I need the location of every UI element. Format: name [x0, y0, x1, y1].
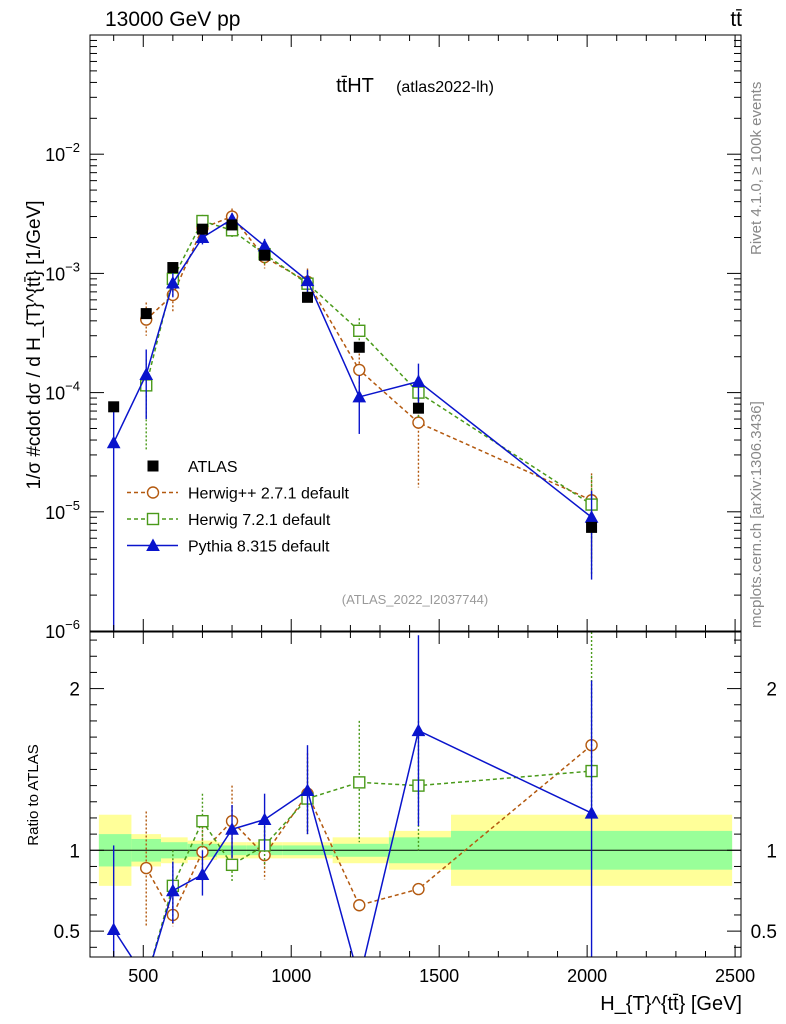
- herwig-2-7-1-default-ratio-point: [353, 899, 366, 912]
- pythia-8-315-default-ratio-point: [195, 867, 210, 881]
- y-tick-label-base: 10: [45, 145, 65, 165]
- x-tick-label: 2500: [715, 966, 755, 986]
- y-tick-label-exponent: −4: [65, 379, 80, 394]
- y-tick-label-base: 10: [45, 503, 65, 523]
- herwig-7-2-1-default-ratio-point: [196, 814, 209, 828]
- legend-label-herwig-2-7-1-default: Herwig++ 2.7.1 default: [188, 486, 350, 503]
- legend-marker-pythia-8-315-default: [146, 538, 160, 551]
- x-tick-label: 500: [128, 966, 158, 986]
- pythia-8-315-default-main-point: [352, 389, 367, 403]
- y-tick-label: 10−2: [45, 140, 80, 165]
- ratio-y-axis-label: Ratio to ATLAS: [25, 744, 42, 845]
- ratio-y-tick-label: 2: [69, 680, 80, 701]
- herwig-2-7-1-default-ratio-point: [140, 861, 153, 875]
- atlas-data-point: [226, 219, 238, 231]
- x-axis-label: H_{T}^{tt̄} [GeV]: [600, 993, 742, 1015]
- atlas-data-point: [301, 291, 313, 303]
- pythia-8-315-default-ratio-point: [300, 783, 315, 796]
- herwig-7-2-1-default-ratio-point: [353, 776, 366, 789]
- pythia-8-315-default-main-point: [195, 230, 210, 244]
- legend-label-atlas: ATLAS: [188, 459, 238, 476]
- herwig-2-7-1-default-main-point: [353, 363, 366, 377]
- y-tick-label-exponent: −5: [65, 498, 80, 513]
- ratio-y-tick-label-right: 0.5: [751, 922, 777, 943]
- energy-label: 13000 GeV pp: [105, 8, 240, 31]
- pythia-8-315-default-ratio-point: [584, 806, 599, 819]
- pythia-8-315-default-ratio-point: [166, 883, 180, 897]
- herwig-2-7-1-default-main-point: [412, 416, 425, 429]
- pythia-8-315-default-ratio-point: [106, 922, 121, 936]
- herwig-2-7-1-default-ratio-point: [412, 882, 425, 896]
- x-tick-label: 1500: [419, 966, 459, 986]
- y-tick-label: 10−4: [45, 379, 80, 404]
- herwig-7-2-1-default-ratio-point: [225, 858, 239, 872]
- atlas-data-point: [353, 341, 365, 353]
- atlas-data-point: [586, 521, 598, 533]
- y-axis-label: 1/σ #cdot dσ / d H_{T}^{tt̄} [1/GeV]: [24, 200, 45, 489]
- main-plot-frame: [89, 34, 742, 632]
- legend-marker-herwig-2-7-1-default: [146, 486, 160, 499]
- pythia-8-315-default-ratio-point: [257, 812, 272, 826]
- ratio-panel-marks: [106, 632, 599, 957]
- pythia-8-315-default-main-point: [139, 367, 154, 380]
- ratio-y-tick-label: 1: [69, 841, 80, 862]
- y-tick-label: 10−6: [45, 617, 80, 642]
- chart-title: tt̄HT: [336, 75, 374, 97]
- ratio-y-tick-label-right: 2: [766, 680, 777, 701]
- axes-layer: 500 1000 1500 2000 250010−610−510−410−310−20…: [45, 35, 777, 986]
- y-tick-label-exponent: −6: [65, 617, 80, 632]
- y-tick-label-exponent: −2: [65, 140, 80, 155]
- y-tick-label: 10−5: [45, 498, 80, 523]
- pythia-8-315-default-main-point: [411, 374, 426, 387]
- y-tick-label-base: 10: [45, 384, 65, 404]
- atlas-data-point: [196, 223, 208, 235]
- chart-subtitle: (atlas2022-lh): [396, 79, 494, 96]
- pythia-8-315-default-main-point: [300, 273, 315, 287]
- legend-marker-herwig-7-2-1-default: [146, 512, 160, 526]
- pythia-8-315-default-main-point: [166, 276, 180, 289]
- atlas-data-point: [259, 249, 271, 261]
- x-tick-label: 2000: [567, 966, 607, 986]
- main-panel-marks: [106, 208, 599, 631]
- ratio-y-tick-label: 0.5: [54, 922, 80, 943]
- rivet-version-label: Rivet 4.1.0, ≥ 100k events: [748, 82, 765, 255]
- herwig-7-2-1-default-main-point: [353, 324, 366, 337]
- pythia-8-315-default-main-point: [106, 435, 121, 449]
- pythia-8-315-default-ratio-point: [225, 822, 239, 835]
- atlas-data-point: [167, 262, 179, 274]
- atlas-data-point: [140, 308, 152, 320]
- atlas-data-point: [412, 402, 424, 414]
- pythia-8-315-default-ratio-point: [411, 723, 426, 737]
- pythia-8-315-default-ratio-line: [113, 729, 592, 957]
- atlas-data-point: [108, 401, 120, 413]
- y-tick-label-base: 10: [45, 622, 65, 642]
- legend: ATLAS Herwig++ 2.7.1 default Herwig 7.2.1 …: [127, 459, 350, 556]
- ratio-y-tick-label-right: 1: [766, 841, 777, 862]
- legend-label-pythia-8-315-default: Pythia 8.315 default: [188, 539, 330, 556]
- ratio-plot-frame: [89, 631, 742, 958]
- analysis-watermark: (ATLAS_2022_I2037744): [342, 592, 488, 607]
- y-tick-label-base: 10: [45, 264, 65, 284]
- y-tick-label-exponent: −3: [65, 259, 80, 274]
- process-label: tt̄: [730, 8, 742, 31]
- y-tick-label: 10−3: [45, 259, 80, 284]
- legend-marker-atlas: [147, 460, 159, 472]
- pythia-8-315-default-main-line: [112, 218, 593, 518]
- series-layer: [106, 208, 599, 957]
- legend-label-herwig-7-2-1-default: Herwig 7.2.1 default: [188, 512, 331, 529]
- mcplots-label: mcplots.cern.ch [arXiv:1306.3436]: [748, 401, 765, 628]
- x-tick-label: 1000: [271, 966, 311, 986]
